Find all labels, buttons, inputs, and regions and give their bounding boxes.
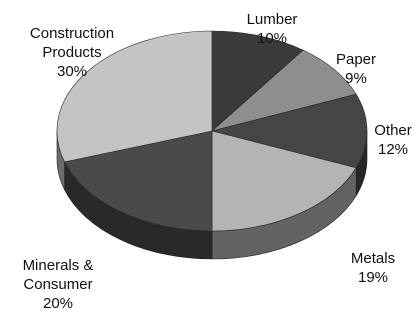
pie-slice-other — [211, 93, 368, 169]
pie-slice-construction-products — [56, 30, 213, 163]
pie-slice-metals — [211, 130, 357, 232]
pie-slice-paper — [211, 49, 357, 132]
label-lumber-percent: 10% — [257, 30, 287, 47]
label-metals-name: Metals — [351, 250, 395, 267]
pie-top — [56, 30, 368, 232]
label-construction-products-name: Construction — [30, 25, 114, 42]
label-minerals-consumer-name: Minerals & — [23, 257, 94, 274]
label-paper-name: Paper — [336, 51, 376, 68]
label-other-percent: 12% — [378, 141, 408, 158]
pie-slice-lumber — [211, 30, 304, 132]
label-lumber-name: Lumber — [247, 11, 298, 28]
label-paper-percent: 9% — [345, 70, 367, 87]
pie-labels: Lumber 10% Paper 9% Other 12% Metals 19% Mineral… — [23, 11, 412, 312]
label-metals-percent: 19% — [358, 269, 388, 286]
pie-slice-minerals-consumer — [64, 130, 213, 232]
label-other-name: Other — [374, 122, 412, 139]
label-minerals-consumer-name: Consumer — [23, 276, 92, 293]
label-construction-products-percent: 30% — [57, 63, 87, 80]
label-construction-products-name: Products — [42, 44, 101, 61]
label-minerals-consumer-percent: 20% — [43, 295, 73, 312]
